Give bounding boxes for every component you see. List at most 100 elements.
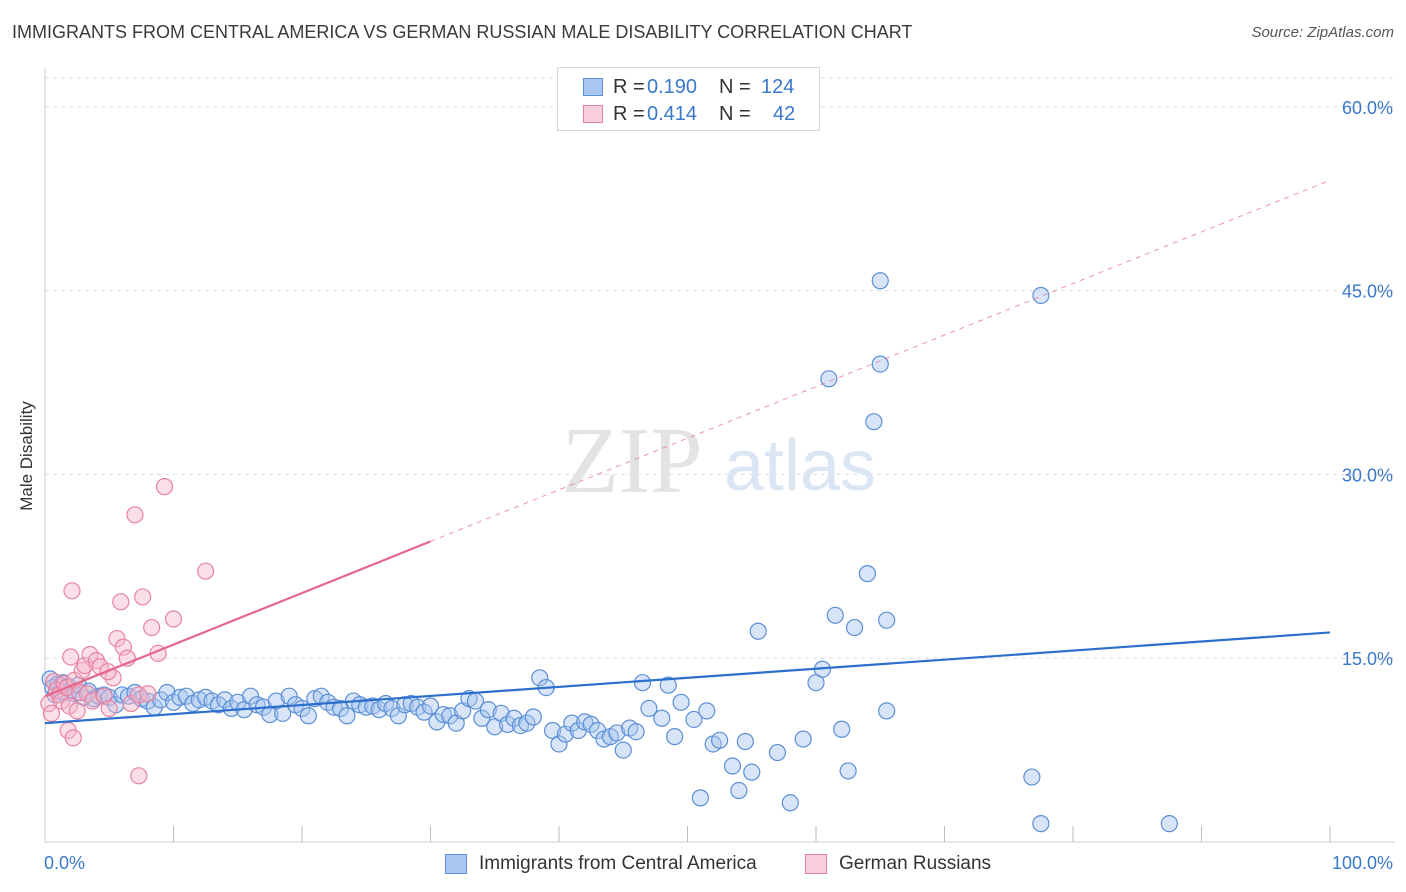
data-point-german-russians [73,661,91,680]
correlation-legend: R = 0.190 N = 124 R = 0.414 N = 42 [557,67,820,131]
data-point-german-russians [130,767,148,785]
legend-row-central-america: R = 0.190 N = 124 [583,75,794,99]
data-point-central-america [357,698,375,716]
x-tick-label: 100.0% [1332,853,1393,873]
data-point-german-russians [130,686,148,704]
data-point-central-america [749,622,767,640]
data-point-central-america [158,683,176,702]
data-point-central-america [531,669,549,687]
y-tick-label: 45.0% [1342,282,1393,302]
data-point-central-america [845,618,864,637]
data-point-german-russians [42,704,61,722]
points-layer [40,272,1178,833]
data-point-german-russians [63,582,81,600]
bottom-legend-label: Immigrants from Central America [479,853,757,874]
watermark-atlas: atlas [724,426,876,506]
data-point-central-america [608,724,626,742]
data-point-central-america [434,705,452,724]
data-point-central-america [242,687,260,705]
data-point-central-america [826,606,844,624]
data-point-central-america [672,693,690,711]
data-point-central-america [421,697,440,715]
legend-r-label: R = [613,75,645,98]
data-point-central-america [839,762,857,780]
data-point-german-russians [126,506,144,524]
data-point-central-america [113,686,131,704]
x-tick-label: 0.0% [44,853,85,873]
data-point-central-america [614,741,632,759]
y-tick-label: 60.0% [1342,98,1393,118]
data-point-central-america [338,707,356,725]
data-point-central-america [280,687,298,705]
data-point-central-america [550,735,568,753]
data-point-german-russians [108,629,126,648]
data-point-german-russians [68,702,86,720]
data-point-central-america [666,728,684,746]
legend-swatch-pink [583,105,603,123]
data-point-central-america [1023,768,1041,786]
bottom-legend-central-america: Immigrants from Central America [445,851,757,877]
data-point-central-america [627,723,645,741]
data-point-central-america [216,691,234,709]
data-point-central-america [736,732,754,751]
data-point-central-america [723,757,742,775]
data-point-german-russians [62,648,80,666]
legend-n-value: 124 [761,75,795,98]
chart-title: IMMIGRANTS FROM CENTRAL AMERICA VS GERMA… [12,22,913,42]
legend-r-label: R = [613,102,645,125]
trend-line-central-america [44,631,1331,725]
data-point-central-america [1032,286,1050,305]
legend-n-label: N = [719,102,751,125]
data-point-german-russians [164,610,183,628]
bottom-legend-swatch-blue [445,854,467,874]
y-tick-label: 30.0% [1342,465,1393,485]
data-point-central-america [518,714,536,732]
data-point-german-russians [134,588,152,606]
grid-layer [45,77,1395,659]
data-point-german-russians [100,699,118,718]
data-point-central-america [698,702,716,720]
data-point-central-america [524,708,542,726]
data-point-central-america [730,781,748,800]
axis-layer: 15.0% 30.0% 45.0% 60.0% 0.0% 100.0% [44,68,1395,873]
legend-n-label: N = [719,75,751,98]
data-point-central-america [1160,815,1178,833]
data-point-central-america [473,709,491,727]
data-point-central-america [479,701,497,719]
data-point-german-russians [197,562,215,580]
legend-r-value: 0.414 [647,102,698,125]
data-point-german-russians [81,645,99,664]
bottom-legend-label: German Russians [839,853,992,874]
data-point-central-america [833,720,851,738]
y-tick-label: 15.0% [1342,649,1393,669]
data-point-central-america [659,676,677,694]
data-point-german-russians [139,685,157,703]
bottom-legend-swatch-pink [805,854,827,874]
data-point-central-america [640,699,658,718]
data-point-central-america [858,565,877,583]
data-point-central-america [370,701,388,719]
legend-swatch-blue [583,78,603,96]
data-point-central-america [415,703,433,721]
trend-line-german-russians [44,540,431,698]
source-note: Source: ZipAtlas.com [1251,24,1394,41]
data-point-central-america [499,715,517,733]
data-point-central-america [653,709,671,727]
trend-layer [44,179,1331,725]
data-point-german-russians [143,618,161,637]
data-point-central-america [139,692,157,710]
data-point-central-america [743,763,761,781]
data-point-german-russians [64,729,82,747]
data-point-central-america [1032,815,1050,833]
data-point-german-russians [155,478,174,496]
data-point-central-america [878,611,896,629]
watermark-zip: ZIP [562,409,703,513]
data-point-central-america [711,731,729,749]
data-point-central-america [781,794,799,812]
legend-r-value: 0.190 [647,75,698,98]
data-point-central-america [299,707,318,725]
data-point-central-america [685,710,703,729]
data-point-central-america [878,702,896,720]
data-point-central-america [820,370,838,388]
trend-line-extension-german-russians [430,179,1331,542]
